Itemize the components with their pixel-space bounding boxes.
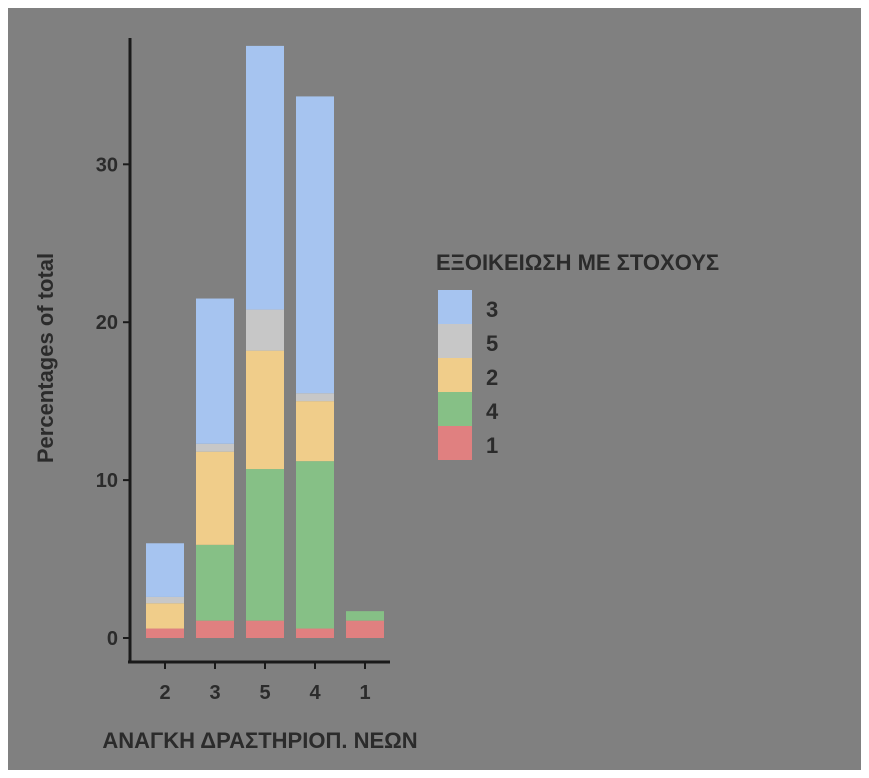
bar-segment [296, 96, 334, 394]
chart-panel: 0 10 20 30 2 3 5 4 1 Percentages of total ΑΝΑΓΚ… [8, 8, 861, 770]
x-axis-ticks: 2 3 5 4 1 [159, 662, 371, 704]
bar-segment [246, 620, 284, 638]
legend-swatch [438, 426, 472, 460]
bar-segment [146, 628, 184, 638]
x-tick-label: 2 [159, 682, 170, 704]
legend-items: 3 5 2 4 1 [438, 290, 499, 460]
bar-segment [196, 620, 234, 638]
legend-swatch [438, 358, 472, 392]
bar-segment [246, 350, 284, 470]
legend-label: 2 [486, 365, 498, 390]
bar-segment [196, 298, 234, 444]
bar-segment [296, 393, 334, 402]
bar-segment [296, 628, 334, 638]
legend: ΕΞΟΙΚΕΙΩΣΗ ΜΕ ΣΤΟΧΟΥΣ 3 5 2 4 1 [436, 250, 719, 460]
legend-swatch [438, 290, 472, 324]
legend-label: 1 [486, 433, 498, 458]
y-tick-label: 30 [96, 154, 118, 176]
bar-segment [196, 451, 234, 545]
legend-title: ΕΞΟΙΚΕΙΩΣΗ ΜΕ ΣΤΟΧΟΥΣ [436, 250, 719, 275]
x-tick-label: 3 [209, 682, 220, 704]
bar-segment [296, 401, 334, 462]
bar-segment [196, 443, 234, 452]
x-tick-label: 4 [309, 682, 321, 704]
bar-segment [146, 603, 184, 629]
y-axis-title: Percentages of total [33, 253, 58, 463]
x-tick-label: 1 [359, 682, 370, 704]
y-tick-label: 0 [107, 628, 118, 650]
bar-segment [246, 309, 284, 351]
stacked-bar-chart: 0 10 20 30 2 3 5 4 1 Percentages of total ΑΝΑΓΚ… [33, 38, 719, 753]
bar-segment [296, 461, 334, 629]
legend-label: 5 [486, 331, 498, 356]
y-tick-label: 10 [96, 470, 118, 492]
legend-swatch [438, 324, 472, 358]
bar-segment [246, 469, 284, 621]
x-tick-label: 5 [259, 682, 270, 704]
bar-segment [146, 596, 184, 604]
bar-segment [246, 45, 284, 310]
x-axis-title: ΑΝΑΓΚΗ ΔΡΑΣΤΗΡΙΟΠ. ΝΕΩΝ [102, 728, 417, 753]
legend-swatch [438, 392, 472, 426]
bars-layer [146, 45, 384, 638]
bar-segment [196, 544, 234, 621]
bar-segment [346, 611, 384, 621]
bar-segment [146, 543, 184, 597]
y-axis-ticks: 0 10 20 30 [96, 154, 130, 650]
legend-label: 4 [486, 399, 499, 424]
y-tick-label: 20 [96, 312, 118, 334]
bar-segment [346, 620, 384, 638]
legend-label: 3 [486, 297, 498, 322]
